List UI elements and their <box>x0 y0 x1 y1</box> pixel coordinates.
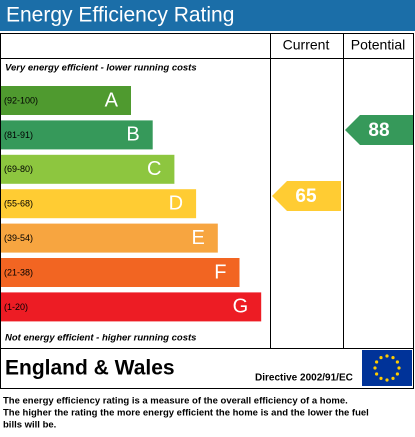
band <box>1 258 240 287</box>
eu-stars <box>373 354 401 382</box>
band <box>1 154 175 184</box>
star <box>395 360 399 364</box>
band-range: (81-91) <box>4 130 33 140</box>
footer-frame <box>0 348 414 389</box>
star <box>379 376 383 380</box>
band-range: (1-20) <box>4 302 28 312</box>
column-header: Potential <box>351 37 405 53</box>
description: bills will be. <box>3 420 56 431</box>
band-range: (69-80) <box>4 164 33 174</box>
bottom-note: Not energy efficient - higher running co… <box>5 333 196 344</box>
band <box>1 223 218 253</box>
star <box>379 356 383 360</box>
band-letter: B <box>126 124 139 146</box>
band-range: (39-54) <box>4 233 33 243</box>
band-letter: C <box>147 158 161 180</box>
band <box>1 120 153 150</box>
description: The energy efficiency rating is a measur… <box>3 396 348 407</box>
band-range: (55-68) <box>4 199 33 209</box>
column-header: Current <box>283 37 330 53</box>
star <box>375 372 379 376</box>
current-rating: 65 <box>295 186 317 207</box>
band <box>1 292 262 322</box>
title-bar <box>0 0 415 31</box>
band-letter: F <box>214 261 226 283</box>
potential-arrow <box>345 115 413 145</box>
star <box>385 378 389 382</box>
description: The higher the rating the more energy ef… <box>3 408 369 419</box>
band-letter: D <box>169 192 183 214</box>
star <box>391 376 395 380</box>
star <box>375 360 379 364</box>
band-range: (92-100) <box>4 95 38 105</box>
band <box>1 86 131 115</box>
star <box>385 354 389 358</box>
title: Energy Efficiency Rating <box>6 4 234 27</box>
band-letter: E <box>191 227 204 249</box>
region: England & Wales <box>5 357 175 380</box>
band-letter: G <box>233 296 249 318</box>
star <box>397 366 401 370</box>
top-note: Very energy efficient - lower running co… <box>5 63 197 74</box>
directive: Directive 2002/91/EC <box>255 373 353 384</box>
band <box>1 189 197 219</box>
star <box>395 372 399 376</box>
band-letter: A <box>105 89 119 111</box>
star <box>373 366 377 370</box>
bands: (92-100) A (81-91) B (69-80) C (55-68) D (39-54)… <box>1 86 262 322</box>
potential-rating: 88 <box>368 120 389 141</box>
current-arrow <box>272 181 341 211</box>
band-range: (21-38) <box>4 267 33 277</box>
star <box>391 356 395 360</box>
